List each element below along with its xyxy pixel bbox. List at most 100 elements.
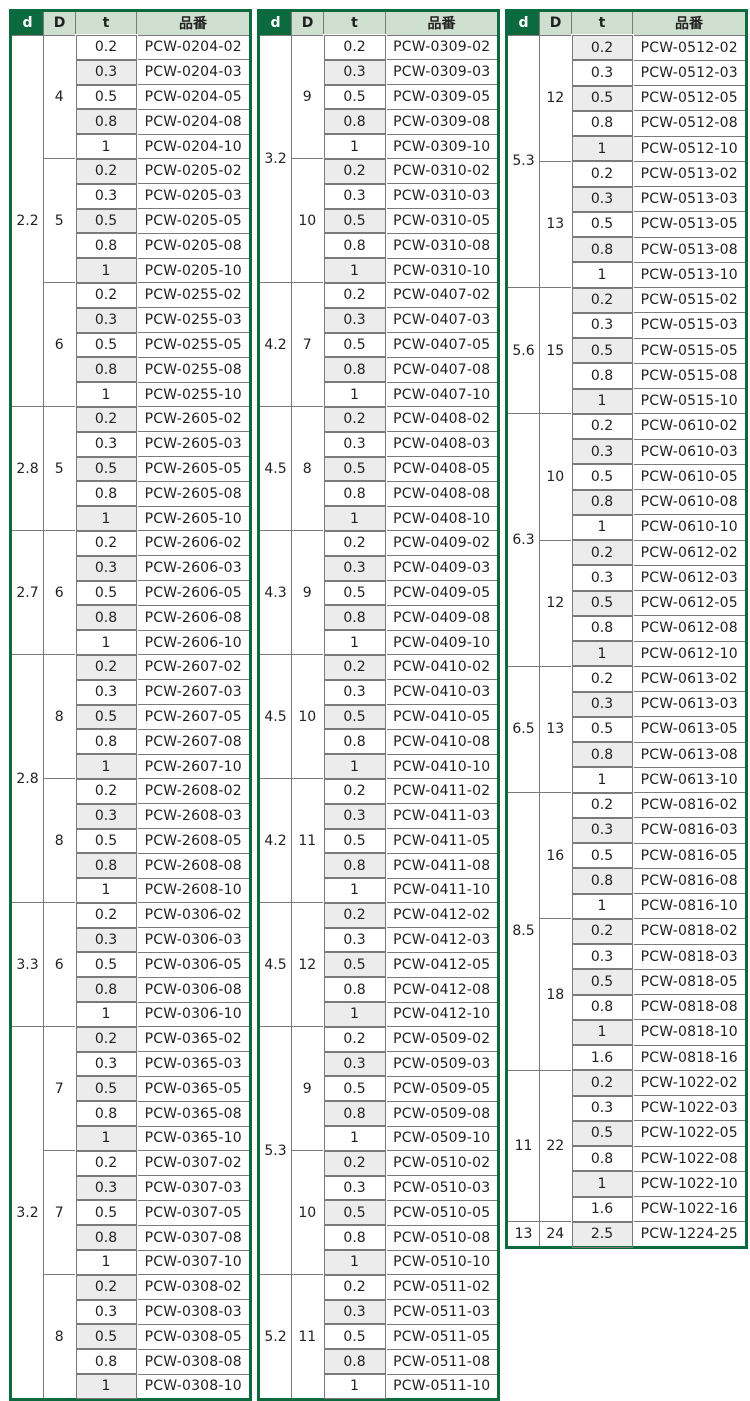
table-row: 0.8 PCW-2605-08	[11, 480, 251, 508]
cell-d: 4.3	[258, 530, 292, 656]
cell-t: 0.5	[322, 83, 387, 111]
table-row: 0.3 PCW-0515-03	[507, 311, 747, 340]
cell-part-number: PCW-0412-03	[385, 927, 499, 953]
table-row: 0.8 PCW-1022-08	[507, 1144, 747, 1173]
cell-t: 0.8	[322, 232, 387, 260]
cell-part-number: PCW-1022-16	[632, 1195, 747, 1223]
cell-part-number: PCW-0411-02	[385, 778, 499, 805]
cell-t: 0.3	[322, 58, 387, 86]
table-row: 0.3 PCW-0205-03	[11, 182, 251, 210]
table-row: 10 0.2 PCW-0510-02	[259, 1149, 499, 1276]
table-row: 2.8 5 0.2 PCW-2605-02	[10, 405, 251, 532]
cell-t: 0.2	[570, 665, 634, 693]
table-row: 0.8 PCW-2607-08	[11, 728, 251, 756]
cell-part-number: PCW-0411-08	[385, 852, 499, 879]
cell-t: 0.3	[570, 185, 634, 213]
cell-t: 0.3	[570, 437, 634, 466]
cell-part-number: PCW-0612-03	[632, 564, 747, 592]
cell-t: 1	[322, 381, 387, 408]
cell-t: 0.2	[570, 1069, 634, 1097]
table-row: 4.5 12 0.2 PCW-0412-02	[258, 901, 499, 1028]
cell-t: 0.5	[570, 84, 634, 112]
cell-part-number: PCW-0511-05	[385, 1323, 499, 1350]
parts-table-2: d D t 品番 3.2 9 0.2 PCW-0309-02 0.3 PCW-0309-0…	[257, 9, 500, 1401]
cell-part-number: PCW-0308-02	[136, 1274, 251, 1301]
cell-t: 0.2	[74, 281, 138, 309]
table-row: 0.8 PCW-0408-08	[259, 480, 499, 508]
cell-t: 0.3	[570, 59, 634, 87]
header-t: t	[75, 10, 137, 36]
parts-table-1: d D t 品番 2.2 4 0.2 PCW-0204-02 0.3 PCW-0204-0…	[9, 9, 252, 1401]
cell-part-number: PCW-0411-05	[385, 828, 499, 854]
cell-part-number: PCW-0365-08	[136, 1100, 251, 1127]
cell-part-number: PCW-0612-05	[632, 589, 747, 617]
table-row: 0.8 PCW-0307-08	[11, 1224, 251, 1252]
cell-part-number: PCW-0515-02	[632, 286, 747, 314]
table-row: 0.3 PCW-0613-03	[507, 690, 747, 718]
cell-t: 0.8	[74, 232, 138, 260]
cell-part-number: PCW-2607-10	[136, 753, 251, 780]
cell-part-number: PCW-0818-05	[632, 968, 747, 996]
cell-t: 0.2	[74, 157, 138, 185]
cell-t: 0.8	[74, 852, 138, 880]
cell-t: 1	[322, 1001, 387, 1028]
cell-t: 0.3	[74, 182, 138, 210]
cell-t: 1	[74, 381, 138, 408]
cell-part-number: PCW-0255-05	[136, 332, 251, 358]
cell-part-number: PCW-1022-03	[632, 1094, 747, 1122]
cell-t: 0.2	[322, 34, 387, 61]
table-row: 4.3 9 0.2 PCW-0409-02	[258, 529, 499, 656]
cell-part-number: PCW-0204-05	[136, 84, 251, 110]
cell-D: 9	[291, 1026, 324, 1152]
cell-t: 0.2	[322, 157, 387, 185]
table-row: 0.8 PCW-0509-08	[259, 1100, 499, 1128]
cell-t: 0.2	[322, 281, 387, 309]
cell-t: 0.8	[74, 604, 138, 632]
table-row: 1 PCW-2608-10	[11, 877, 251, 904]
cell-D: 16	[539, 791, 572, 920]
cell-t: 0.2	[322, 1149, 387, 1177]
cell-t: 0.3	[570, 564, 634, 592]
cell-part-number: PCW-0408-03	[385, 431, 499, 458]
cell-part-number: PCW-0309-08	[385, 108, 499, 135]
cell-t: 0.2	[322, 1273, 387, 1301]
table-row: 11 22 0.2 PCW-1022-02	[506, 1069, 747, 1223]
table-row: 0.8 PCW-2608-08	[11, 852, 251, 880]
table-row: 0.3 PCW-0411-03	[259, 802, 499, 830]
cell-part-number: PCW-2608-02	[136, 778, 251, 805]
table-row: 0.3 PCW-0307-03	[11, 1174, 251, 1202]
cell-d: 4.5	[258, 654, 292, 780]
cell-t: 0.3	[570, 690, 634, 718]
table-row: 1 PCW-0204-10	[11, 133, 251, 160]
cell-t: 0.8	[570, 488, 634, 516]
cell-part-number: PCW-0310-08	[385, 232, 499, 259]
table-row: 0.8 PCW-0310-08	[259, 232, 499, 260]
cell-part-number: PCW-0510-02	[385, 1150, 499, 1177]
cell-d: 5.2	[258, 1274, 292, 1400]
cell-t: 1	[74, 1249, 138, 1276]
table-row: 5.3 9 0.2 PCW-0509-02	[258, 1025, 499, 1276]
table-row: 0.5 PCW-0409-05	[259, 579, 499, 607]
header-t: t	[571, 10, 633, 36]
cell-part-number: PCW-0515-05	[632, 337, 747, 364]
table-row: 0.5 PCW-0612-05	[507, 589, 747, 617]
cell-t: 0.2	[570, 160, 634, 188]
cell-d: 3.2	[258, 34, 292, 284]
cell-part-number: PCW-0512-05	[632, 84, 747, 112]
cell-t: 0.5	[570, 463, 634, 491]
cell-part-number: PCW-0511-10	[385, 1373, 499, 1400]
table-row: 0.5 PCW-0512-05	[507, 84, 747, 112]
cell-part-number: PCW-0818-10	[632, 1019, 747, 1046]
table-row: 0.5 PCW-0513-05	[507, 210, 747, 239]
table-row: 0.5 PCW-0412-05	[259, 951, 499, 979]
header-d: d	[10, 10, 44, 36]
table-row: 0.5 PCW-0613-05	[507, 715, 747, 744]
cell-t: 0.8	[570, 362, 634, 390]
table-row: 0.3 PCW-0511-03	[259, 1298, 499, 1326]
cell-part-number: PCW-0255-02	[136, 282, 251, 309]
cell-part-number: PCW-0509-05	[385, 1075, 499, 1102]
cell-t: 1	[74, 1373, 138, 1401]
cell-t: 0.5	[322, 207, 387, 235]
cell-part-number: PCW-2608-05	[136, 828, 251, 854]
cell-t: 0.3	[74, 306, 138, 334]
